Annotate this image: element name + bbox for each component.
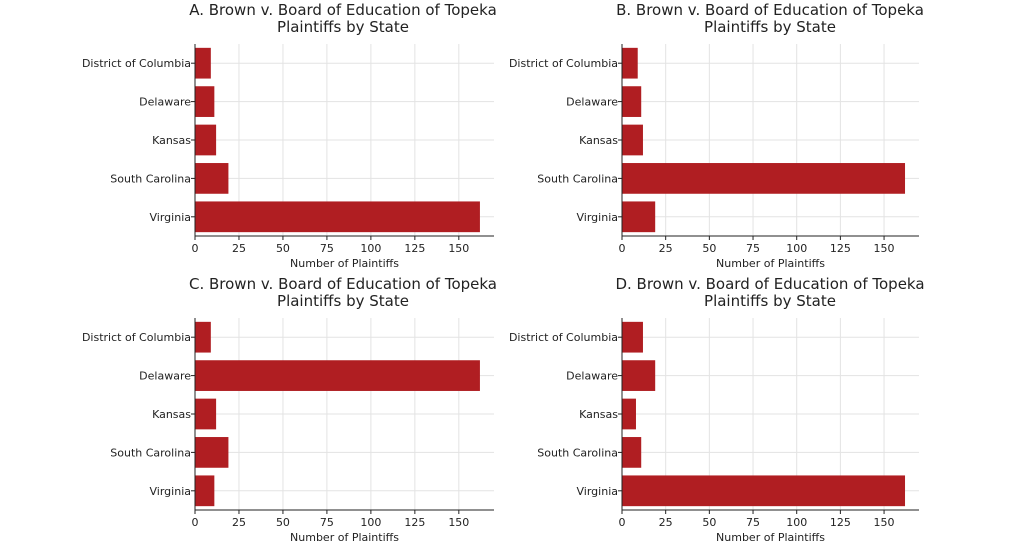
bar-kansas bbox=[195, 124, 217, 156]
bar-delaware bbox=[195, 360, 480, 391]
chart-subtitle: Plaintiffs by State bbox=[277, 18, 409, 36]
chart-subtitle: Plaintiffs by State bbox=[704, 18, 836, 36]
x-tick-label: 25 bbox=[232, 242, 246, 255]
x-tick-label: 0 bbox=[192, 242, 199, 255]
x-tick-label: 75 bbox=[320, 242, 334, 255]
y-tick-label: Virginia bbox=[577, 211, 618, 224]
x-tick-label: 150 bbox=[448, 242, 469, 255]
bar-south-carolina bbox=[195, 437, 229, 468]
x-tick-label: 0 bbox=[619, 242, 626, 255]
chart-panel-c: C. Brown v. Board of Education of Topeka… bbox=[82, 275, 497, 544]
x-tick-label: 125 bbox=[830, 242, 851, 255]
x-tick-label: 150 bbox=[448, 516, 469, 529]
bar-kansas bbox=[622, 398, 636, 430]
x-tick-label: 150 bbox=[874, 242, 895, 255]
y-tick-label: Kansas bbox=[579, 134, 618, 147]
chart-subtitle: Plaintiffs by State bbox=[277, 292, 409, 310]
y-tick-label: District of Columbia bbox=[82, 331, 191, 344]
y-tick-label: Delaware bbox=[139, 96, 191, 109]
chart-panel-d: D. Brown v. Board of Education of Topeka… bbox=[509, 275, 925, 544]
bar-south-carolina bbox=[622, 163, 906, 194]
x-tick-label: 50 bbox=[276, 516, 290, 529]
bar-delaware bbox=[622, 86, 642, 117]
x-tick-label: 25 bbox=[232, 516, 246, 529]
chart-title: A. Brown v. Board of Education of Topeka bbox=[189, 1, 497, 19]
bar-kansas bbox=[622, 124, 643, 156]
x-tick-label: 75 bbox=[746, 516, 760, 529]
y-tick-label: Virginia bbox=[577, 485, 618, 498]
bar-virginia bbox=[195, 201, 480, 233]
y-tick-label: District of Columbia bbox=[509, 57, 618, 70]
chart-title: D. Brown v. Board of Education of Topeka bbox=[615, 275, 924, 293]
y-tick-label: Delaware bbox=[566, 96, 618, 109]
y-tick-label: Delaware bbox=[139, 370, 191, 383]
chart-panel-a: A. Brown v. Board of Education of Topeka… bbox=[82, 1, 497, 270]
x-axis-label: Number of Plaintiffs bbox=[716, 531, 825, 544]
y-tick-label: Kansas bbox=[579, 408, 618, 421]
chart-title: B. Brown v. Board of Education of Topeka bbox=[616, 1, 924, 19]
x-tick-label: 125 bbox=[830, 516, 851, 529]
y-tick-label: South Carolina bbox=[110, 172, 191, 185]
y-tick-label: South Carolina bbox=[110, 446, 191, 459]
bar-delaware bbox=[195, 86, 215, 117]
x-tick-label: 50 bbox=[702, 242, 716, 255]
y-tick-label: South Carolina bbox=[537, 446, 618, 459]
x-tick-label: 25 bbox=[659, 242, 673, 255]
bar-district-of-columbia bbox=[195, 321, 211, 353]
bar-south-carolina bbox=[622, 437, 642, 468]
chart-subtitle: Plaintiffs by State bbox=[704, 292, 836, 310]
y-tick-label: South Carolina bbox=[537, 172, 618, 185]
bar-south-carolina bbox=[195, 163, 229, 194]
x-tick-label: 100 bbox=[786, 242, 807, 255]
y-tick-label: District of Columbia bbox=[509, 331, 618, 344]
x-axis-label: Number of Plaintiffs bbox=[290, 531, 399, 544]
x-tick-label: 150 bbox=[874, 516, 895, 529]
x-tick-label: 75 bbox=[320, 516, 334, 529]
y-tick-label: District of Columbia bbox=[82, 57, 191, 70]
chart-panel-b: B. Brown v. Board of Education of Topeka… bbox=[509, 1, 924, 270]
y-tick-label: Virginia bbox=[150, 211, 191, 224]
bar-virginia bbox=[622, 475, 906, 507]
x-tick-label: 0 bbox=[192, 516, 199, 529]
chart-title: C. Brown v. Board of Education of Topeka bbox=[189, 275, 497, 293]
x-tick-label: 125 bbox=[404, 242, 425, 255]
y-tick-label: Delaware bbox=[566, 370, 618, 383]
x-axis-label: Number of Plaintiffs bbox=[716, 257, 825, 270]
bar-delaware bbox=[622, 360, 656, 391]
x-tick-label: 50 bbox=[276, 242, 290, 255]
bar-virginia bbox=[622, 201, 656, 233]
x-tick-label: 0 bbox=[619, 516, 626, 529]
y-tick-label: Kansas bbox=[152, 134, 191, 147]
y-tick-label: Kansas bbox=[152, 408, 191, 421]
x-tick-label: 125 bbox=[404, 516, 425, 529]
bar-kansas bbox=[195, 398, 217, 430]
x-tick-label: 75 bbox=[746, 242, 760, 255]
y-tick-label: Virginia bbox=[150, 485, 191, 498]
x-tick-label: 25 bbox=[659, 516, 673, 529]
bar-virginia bbox=[195, 475, 215, 507]
x-tick-label: 50 bbox=[702, 516, 716, 529]
bar-district-of-columbia bbox=[622, 47, 638, 79]
bar-district-of-columbia bbox=[195, 47, 211, 79]
x-axis-label: Number of Plaintiffs bbox=[290, 257, 399, 270]
x-tick-label: 100 bbox=[360, 516, 381, 529]
bar-district-of-columbia bbox=[622, 321, 643, 353]
x-tick-label: 100 bbox=[360, 242, 381, 255]
x-tick-label: 100 bbox=[786, 516, 807, 529]
